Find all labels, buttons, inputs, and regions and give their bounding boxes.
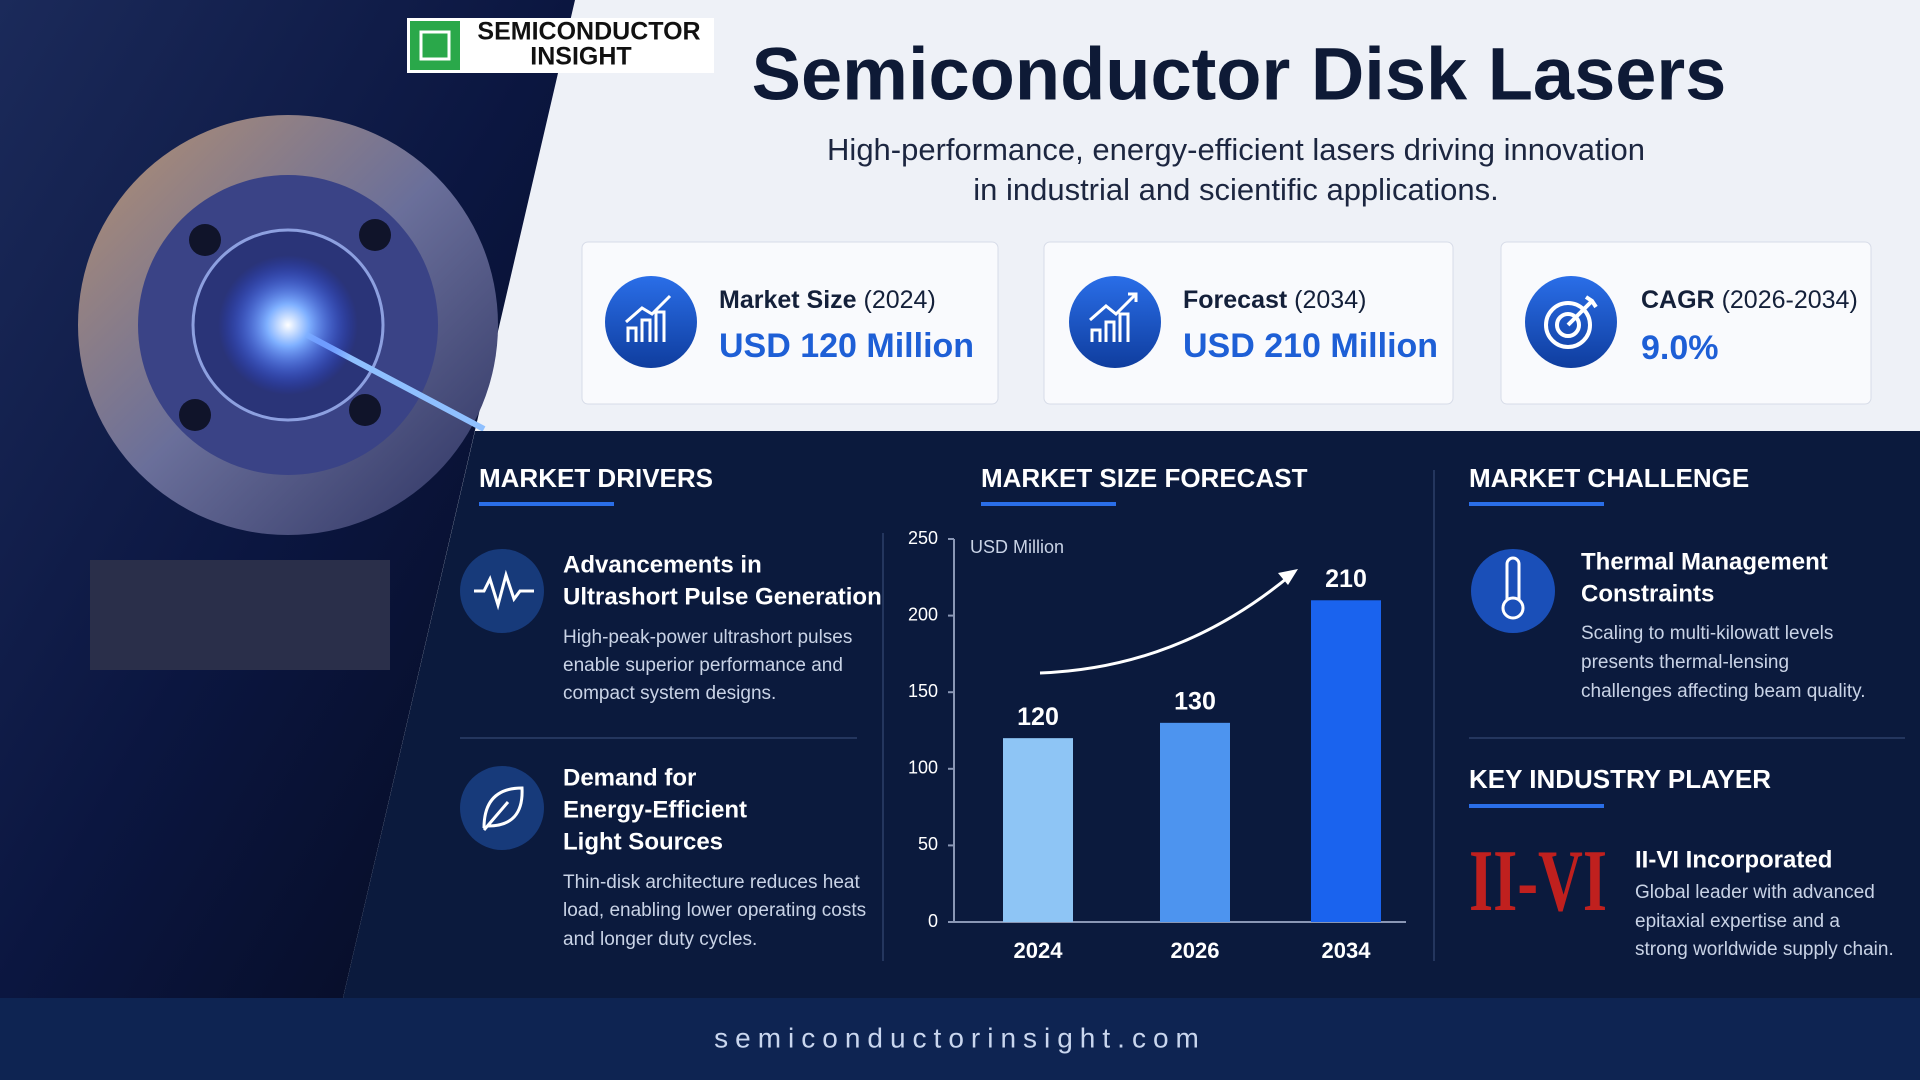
company-text: epitaxial expertise and a: [1635, 911, 1840, 932]
icon-pulse: [474, 569, 534, 611]
subtitle: in industrial and scientific application…: [973, 172, 1499, 207]
driver-text: Thin-disk architecture reduces heat: [563, 872, 860, 893]
stat-value: 9.0%: [1641, 329, 1719, 367]
x-tick-label: 2034: [1322, 938, 1372, 963]
bar: [1003, 738, 1073, 922]
heading-underline: [1469, 804, 1604, 808]
stat-cards: Market Size (2024) USD 120 Million Forec…: [581, 241, 1872, 405]
company-name: II-VI Incorporated: [1635, 846, 1832, 873]
stat-period: (2026-2034): [1722, 286, 1858, 314]
driver-title: Demand for: [563, 764, 696, 791]
company-logo: II-VI: [1469, 833, 1607, 930]
challenge-text: challenges affecting beam quality.: [1581, 681, 1865, 702]
y-tick-label: 100: [908, 758, 938, 778]
bar-value-label: 130: [1174, 687, 1216, 715]
y-tick-label: 200: [908, 604, 938, 624]
trend-arrowhead: [1278, 569, 1298, 585]
driver-title: Ultrashort Pulse Generation: [563, 583, 882, 610]
footer-url: semiconductorinsight.com: [714, 1022, 1206, 1053]
section-heading: MARKET CHALLENGE: [1469, 463, 1749, 493]
subtitle: High-performance, energy-efficient laser…: [827, 132, 1645, 167]
stat-name: Forecast: [1183, 286, 1288, 314]
stat-name: Market Size: [719, 286, 857, 314]
driver-text: load, enabling lower operating costs: [563, 900, 866, 921]
mount: [90, 560, 390, 670]
title: Semiconductor Disk Lasers: [752, 33, 1727, 116]
chart-title: MARKET SIZE FORECAST: [981, 463, 1308, 493]
y-tick-label: 50: [918, 834, 938, 854]
y-axis-label: USD Million: [970, 537, 1064, 557]
icon-leaf: [482, 786, 524, 831]
icon-growth: [1089, 292, 1138, 342]
bolt: [189, 224, 221, 256]
icon-chart: [625, 294, 672, 342]
stat-label: Market Size (2024): [719, 286, 936, 314]
challenge-text: presents thermal-lensing: [1581, 652, 1789, 673]
bar-chart: MARKET SIZE FORECAST USD Million 0 50 100 1…: [908, 463, 1406, 963]
bolt: [359, 219, 391, 251]
logo-text: INSIGHT: [530, 43, 631, 71]
stat-period: (2034): [1294, 286, 1366, 314]
icon-target: [1555, 312, 1581, 338]
laser-glow: [218, 255, 358, 395]
y-tick-label: 250: [908, 528, 938, 548]
challenge-title: Thermal Management: [1581, 548, 1828, 575]
section-heading: MARKET DRIVERS: [479, 463, 713, 493]
driver-text: compact system designs.: [563, 683, 776, 704]
bar-value-label: 120: [1017, 703, 1059, 731]
stat-label: Forecast (2034): [1183, 286, 1366, 314]
y-tick-label: 0: [928, 911, 938, 931]
stat-value: USD 120 Million: [719, 327, 974, 365]
bar: [1311, 600, 1381, 922]
laser-illustration: [78, 115, 498, 670]
logo-chip-core: [419, 30, 451, 61]
logo-text: SEMICONDUCTOR: [477, 18, 700, 46]
x-tick-label: 2026: [1171, 938, 1220, 963]
bolt: [349, 394, 381, 426]
stat-value: USD 210 Million: [1183, 327, 1438, 365]
stat-label: CAGR (2026-2034): [1641, 286, 1858, 314]
heading-underline: [479, 502, 614, 506]
icon-thermometer: [1505, 556, 1521, 600]
driver-text: enable superior performance and: [563, 655, 843, 676]
heading-underline: [981, 502, 1116, 506]
drivers: MARKET DRIVERS Advancements in Ultrashor…: [460, 463, 882, 950]
key-player: KEY INDUSTRY PLAYER II-VI II-VI Incorpor…: [1469, 764, 1894, 960]
heading-underline: [1469, 502, 1604, 506]
company-text: Global leader with advanced: [1635, 882, 1875, 903]
bar: [1160, 722, 1230, 922]
trend-arrow: [1039, 572, 1293, 675]
challenge: MARKET CHALLENGE Thermal Management Cons…: [1469, 463, 1905, 739]
challenge-title: Constraints: [1581, 580, 1714, 607]
stat-card: [581, 241, 999, 405]
bar-value-label: 210: [1325, 565, 1367, 593]
section-heading: KEY INDUSTRY PLAYER: [1469, 764, 1771, 794]
stat-name: CAGR: [1641, 286, 1715, 314]
logo-chip: [410, 21, 460, 70]
stat-period: (2024): [864, 286, 936, 314]
bolt: [179, 399, 211, 431]
footer-bar: [0, 998, 1920, 1080]
logo: SEMICONDUCTOR INSIGHT: [407, 18, 714, 73]
icon-target: [1566, 295, 1598, 327]
challenge-icon: [1471, 549, 1555, 633]
driver-title: Advancements in: [563, 551, 762, 578]
icon-thermometer: [1501, 596, 1525, 620]
driver-text: and longer duty cycles.: [563, 929, 757, 950]
driver-text: High-peak-power ultrashort pulses: [563, 627, 852, 648]
stat-card: [1043, 241, 1454, 405]
challenge-text: Scaling to multi-kilowatt levels: [1581, 623, 1833, 644]
company-text: strong worldwide supply chain.: [1635, 939, 1894, 960]
x-tick-label: 2024: [1014, 938, 1064, 963]
y-tick-label: 150: [908, 681, 938, 701]
driver-title: Light Sources: [563, 828, 723, 855]
driver-title: Energy-Efficient: [563, 796, 747, 823]
icon-target: [1544, 301, 1592, 349]
